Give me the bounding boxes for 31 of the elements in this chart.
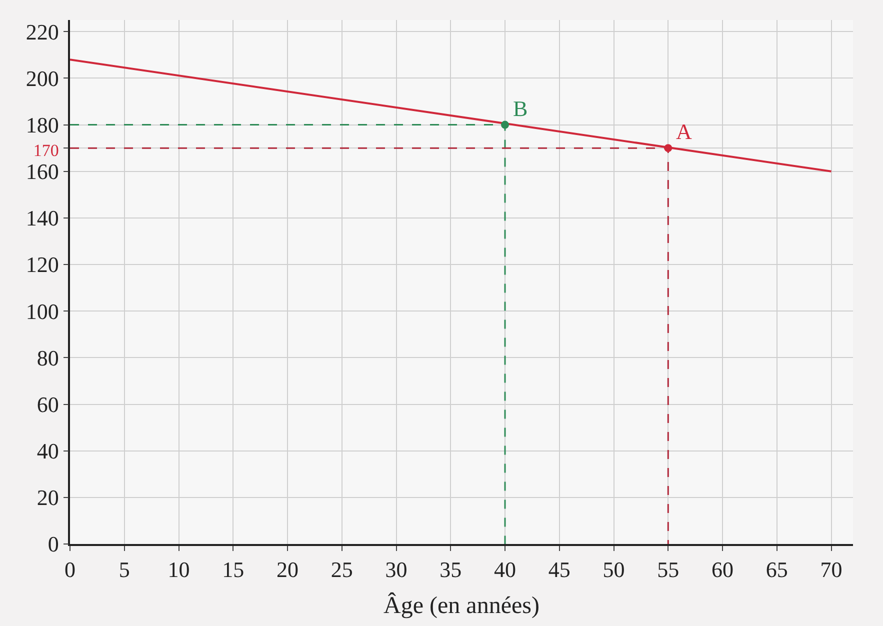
y-tick-label: 220	[26, 19, 59, 44]
annotation: B	[513, 96, 528, 121]
x-tick-label: 65	[766, 557, 788, 582]
y-tick-label: 80	[36, 345, 59, 370]
y-tick-label: 0	[48, 532, 59, 557]
x-tick-label: 5	[118, 557, 130, 582]
x-axis-title: Âge (en années)	[384, 592, 540, 619]
x-tick-label: 30	[385, 557, 408, 582]
y-tick-label: 170	[33, 140, 59, 160]
y-tick-label: 180	[26, 112, 59, 138]
x-tick-label: 55	[657, 557, 680, 582]
x-tick-label: 70	[820, 557, 842, 582]
x-tick-label: 25	[330, 557, 353, 582]
y-tick-label: 200	[26, 66, 59, 91]
x-tick-label: 35	[440, 557, 462, 582]
y-tick-label: 100	[26, 298, 59, 324]
x-tick-label: 0	[64, 557, 76, 582]
y-tick-label: 20	[36, 485, 59, 510]
y-tick-label: 140	[26, 206, 59, 231]
x-tick-label: 50	[602, 557, 625, 582]
x-tick-label: 40	[494, 557, 516, 582]
x-tick-label: 60	[712, 557, 734, 582]
x-tick-label: 15	[222, 557, 244, 582]
x-tick-label: 10	[168, 557, 190, 582]
x-tick-label: 45	[548, 557, 570, 582]
annotation: A	[676, 119, 692, 144]
y-tick-label: 160	[26, 159, 59, 184]
x-tick-label: 20	[276, 557, 298, 582]
y-tick-label: 40	[36, 438, 59, 464]
y-tick-label: 120	[26, 252, 59, 278]
y-tick-label: 60	[36, 392, 59, 417]
